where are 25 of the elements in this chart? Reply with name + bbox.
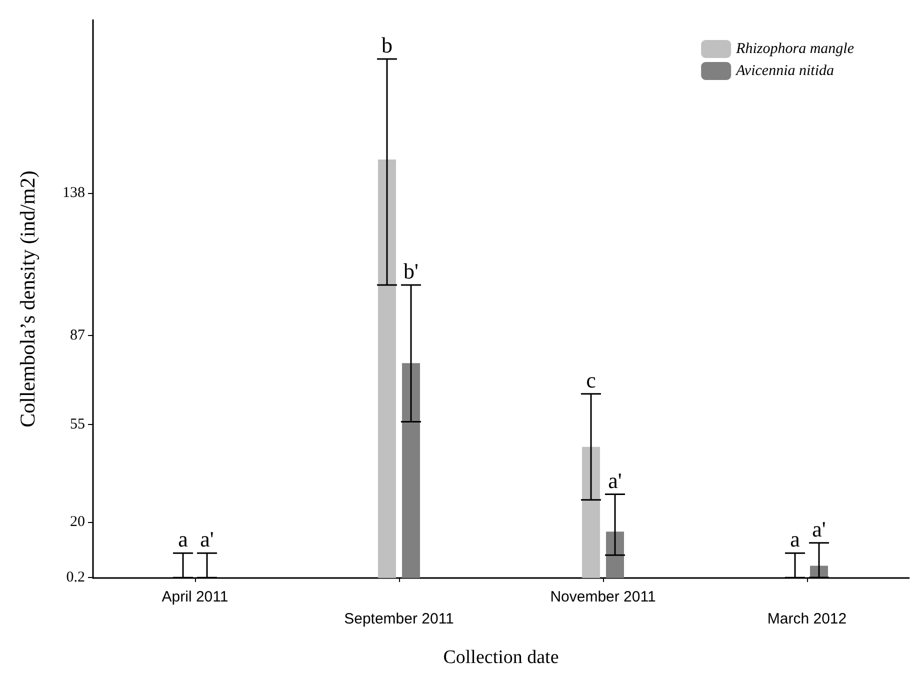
annotation: c (586, 367, 596, 392)
y-tick-label: 87 (70, 327, 86, 344)
y-axis-title: Collembola’s density (ind/m2) (16, 170, 40, 428)
annotation: a (790, 526, 800, 552)
annotation: a' (812, 516, 826, 542)
y-tick-label: 20 (70, 514, 85, 530)
x-tick-label: March 2012 (767, 610, 847, 628)
x-axis-title: Collection date (443, 647, 559, 668)
annotation: b' (404, 258, 419, 284)
bar (402, 363, 420, 578)
annotation: a' (200, 526, 214, 552)
x-tick-label: April 2011 (162, 588, 228, 606)
x-tick-label: September 2011 (344, 610, 454, 628)
annotation: a (178, 526, 188, 552)
x-tick-label: November 2011 (550, 588, 656, 606)
bar (606, 532, 624, 578)
y-tick-label: 0.2 (66, 569, 85, 586)
y-tick-label: 55 (70, 416, 85, 433)
legend-label: Rhizophora mangle (735, 41, 854, 57)
annotation: b (382, 32, 392, 58)
y-tick-label: 138 (62, 184, 85, 201)
bar (378, 160, 396, 578)
annotation: a' (608, 468, 622, 493)
bar (582, 446, 600, 578)
legend-label: Avicennia nitida (735, 63, 834, 79)
